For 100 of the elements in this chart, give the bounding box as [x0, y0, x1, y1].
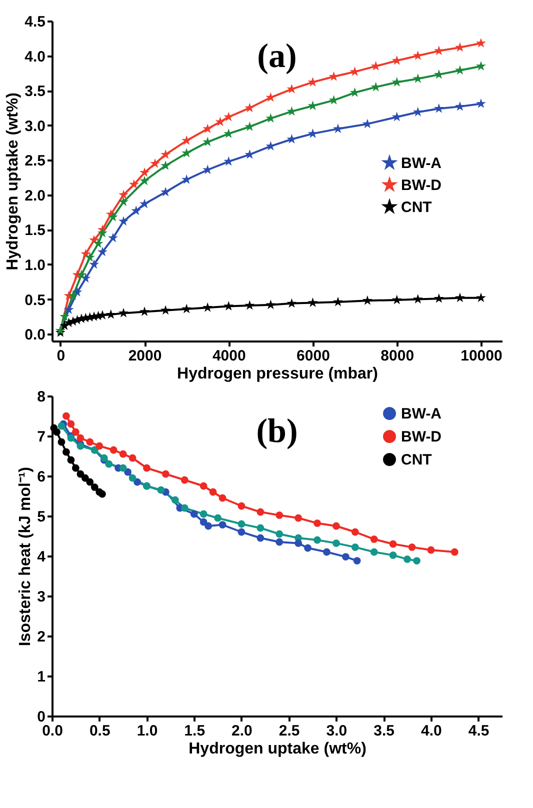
point	[412, 73, 423, 83]
point	[118, 196, 128, 206]
legend-label: BW-D	[401, 428, 442, 446]
point	[244, 121, 255, 131]
point	[244, 149, 255, 159]
y-tick-label: 1	[37, 668, 46, 686]
x-tick-label: 1.0	[136, 722, 158, 740]
point	[76, 470, 84, 478]
point	[131, 206, 142, 216]
point	[476, 292, 486, 302]
point	[412, 106, 423, 116]
point	[93, 238, 104, 248]
point	[244, 102, 255, 112]
point	[86, 438, 94, 446]
point	[224, 300, 234, 310]
y-tick-label: 3.5	[24, 83, 46, 100]
point	[304, 544, 312, 552]
point	[434, 103, 444, 113]
point	[353, 557, 361, 564]
point	[182, 304, 192, 314]
point	[476, 98, 486, 108]
y-tick-label: 0	[37, 708, 46, 726]
y-tick-label: 3.0	[24, 118, 46, 135]
y-tick-label: 1.5	[24, 222, 46, 240]
point	[58, 438, 66, 446]
point	[140, 176, 150, 186]
point	[294, 514, 302, 522]
point	[238, 502, 246, 510]
x-tick-label: 4000	[212, 348, 246, 364]
x-tick-label: 4.5	[468, 722, 490, 740]
x-tick-label: 1.5	[184, 722, 206, 740]
point	[200, 510, 208, 518]
point	[342, 553, 350, 560]
point	[128, 474, 136, 482]
point	[370, 548, 378, 556]
point	[204, 522, 212, 530]
point	[128, 454, 136, 462]
y-tick-label: 7	[37, 428, 46, 446]
point	[67, 456, 75, 464]
y-tick-label: 4.0	[24, 48, 46, 66]
point	[76, 434, 84, 442]
y-tick-label: 0.5	[24, 292, 46, 309]
y-tick-label: 8	[37, 388, 46, 406]
point	[140, 198, 150, 208]
point	[454, 42, 465, 52]
point	[323, 548, 330, 556]
point	[182, 135, 192, 145]
point	[362, 118, 372, 128]
point	[408, 544, 416, 551]
y-tick-label: 2	[37, 628, 46, 646]
point	[118, 308, 128, 318]
point	[214, 514, 222, 522]
x-tick-label: 8000	[380, 348, 414, 364]
point	[218, 521, 226, 528]
point	[119, 464, 127, 472]
y-tick-label: 0.0	[24, 326, 46, 344]
point	[160, 160, 171, 170]
point	[89, 259, 100, 269]
point	[332, 540, 340, 547]
point	[68, 290, 78, 300]
y-tick-label: 6	[37, 468, 46, 486]
y-axis-title: Isosteric heat (kJ mol⁻¹)	[17, 466, 34, 646]
point	[129, 179, 139, 189]
point	[106, 309, 116, 319]
point	[90, 484, 98, 491]
x-axis-title: Hydrogen pressure (mbar)	[177, 366, 378, 382]
point	[370, 536, 378, 543]
point	[389, 540, 397, 548]
point	[244, 300, 255, 310]
x-tick-label: 0.5	[89, 722, 110, 740]
point	[404, 556, 411, 563]
point	[160, 149, 171, 159]
point	[256, 534, 264, 542]
point	[160, 305, 171, 315]
point	[412, 294, 423, 304]
x-tick-label: 2000	[128, 348, 162, 364]
y-tick-label: 4.5	[24, 14, 46, 30]
point	[256, 508, 264, 516]
point	[134, 478, 141, 486]
point	[72, 464, 80, 472]
point	[118, 190, 128, 200]
point	[238, 520, 246, 528]
point	[160, 186, 171, 196]
y-tick-label: 2.0	[24, 187, 46, 204]
point	[454, 101, 465, 111]
point	[62, 412, 70, 420]
point	[105, 460, 113, 468]
point	[454, 65, 465, 75]
x-axis-title: Hydrogen uptake (wt%)	[188, 740, 366, 758]
point	[190, 510, 198, 518]
point	[427, 546, 435, 554]
x-tick-label: 2.5	[278, 722, 300, 740]
point	[118, 216, 128, 226]
x-tick-label: 2.0	[232, 722, 252, 740]
point	[454, 292, 465, 302]
point	[332, 124, 343, 134]
point	[140, 306, 150, 316]
point	[351, 544, 359, 551]
point	[76, 270, 86, 280]
point	[450, 548, 458, 556]
